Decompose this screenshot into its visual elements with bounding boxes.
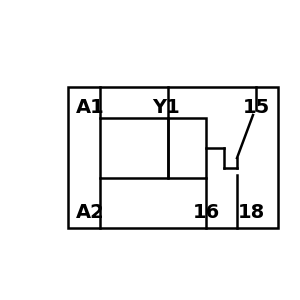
Text: A1: A1 (76, 98, 105, 117)
Bar (100, 118, 168, 178)
Text: 18: 18 (238, 203, 265, 222)
Text: 16: 16 (193, 203, 220, 222)
Text: 15: 15 (243, 98, 270, 117)
Text: Y1: Y1 (152, 98, 180, 117)
Bar (168, 118, 206, 178)
Bar (68, 87, 278, 228)
Text: A2: A2 (76, 203, 105, 222)
